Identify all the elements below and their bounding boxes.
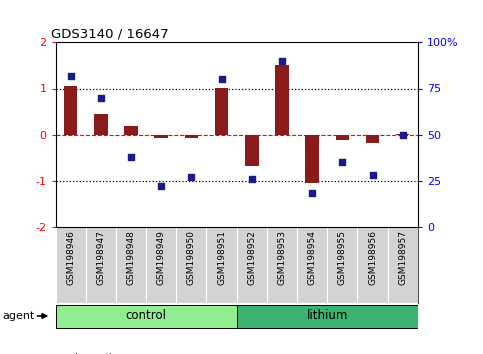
Text: GSM198951: GSM198951: [217, 230, 226, 285]
Point: [339, 159, 346, 165]
Text: GSM198952: GSM198952: [247, 230, 256, 285]
Bar: [396, 133, 410, 135]
Point: [127, 154, 135, 159]
Text: control: control: [126, 309, 167, 322]
Text: log ratio: log ratio: [75, 353, 118, 354]
Bar: [275, 65, 289, 135]
Text: lithium: lithium: [307, 309, 348, 322]
Point: [97, 95, 105, 101]
Bar: [155, 135, 168, 138]
Bar: [245, 135, 258, 166]
Bar: [64, 86, 77, 135]
Point: [248, 176, 256, 182]
Bar: [124, 126, 138, 135]
Text: GSM198948: GSM198948: [127, 230, 136, 285]
Point: [369, 172, 376, 178]
Text: GDS3140 / 16647: GDS3140 / 16647: [51, 28, 169, 41]
Text: GSM198956: GSM198956: [368, 230, 377, 285]
Text: agent: agent: [2, 311, 35, 321]
Text: GSM198953: GSM198953: [277, 230, 286, 285]
Point: [157, 183, 165, 189]
Text: GSM198947: GSM198947: [96, 230, 105, 285]
Text: GSM198950: GSM198950: [187, 230, 196, 285]
Text: GSM198946: GSM198946: [66, 230, 75, 285]
Point: [308, 190, 316, 196]
Bar: [237, 304, 418, 328]
Text: GSM198957: GSM198957: [398, 230, 407, 285]
Point: [399, 132, 407, 137]
Bar: [94, 114, 108, 135]
Text: ■: ■: [56, 353, 65, 354]
Bar: [56, 304, 237, 328]
Text: GSM198954: GSM198954: [308, 230, 317, 285]
Text: GSM198949: GSM198949: [156, 230, 166, 285]
Bar: [305, 135, 319, 183]
Bar: [215, 87, 228, 135]
Bar: [366, 135, 379, 143]
Point: [218, 76, 226, 82]
Bar: [336, 135, 349, 140]
Point: [67, 73, 74, 79]
Point: [278, 58, 286, 64]
Point: [187, 174, 195, 180]
Text: GSM198955: GSM198955: [338, 230, 347, 285]
Bar: [185, 135, 198, 138]
